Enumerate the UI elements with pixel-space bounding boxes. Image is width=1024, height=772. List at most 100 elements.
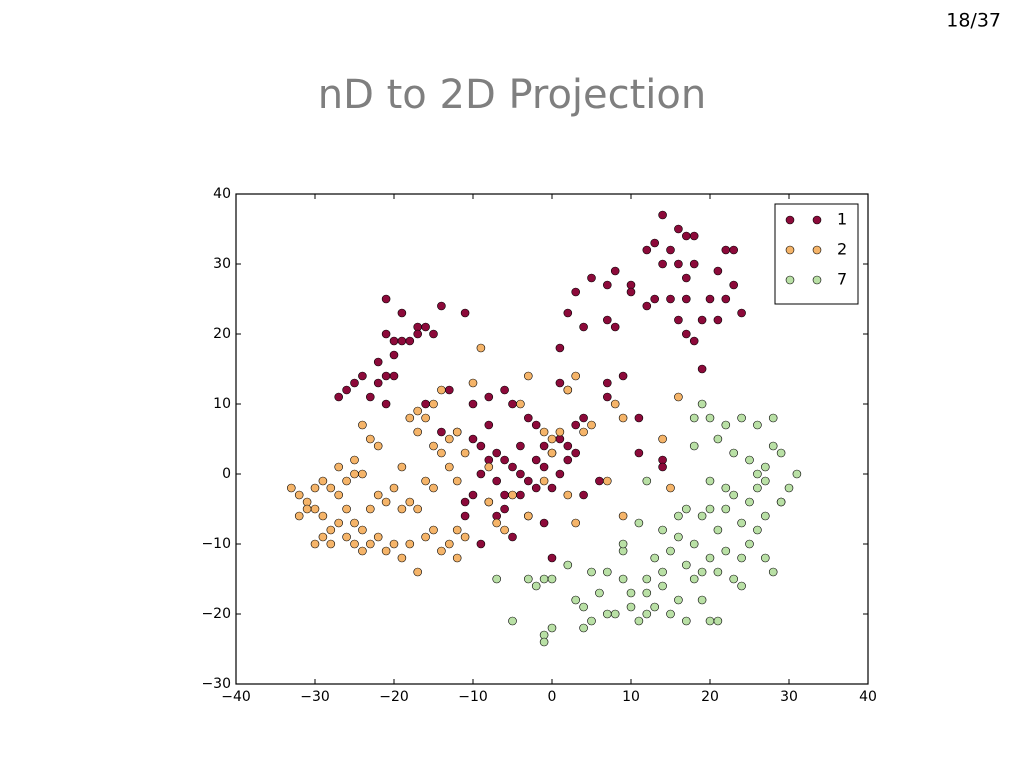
point [579, 322, 588, 332]
point [294, 490, 304, 500]
point [389, 539, 399, 549]
point [658, 210, 667, 220]
point [350, 469, 359, 479]
point [381, 399, 391, 409]
point [713, 616, 723, 626]
point [666, 294, 675, 304]
point [689, 231, 699, 241]
point [650, 238, 660, 248]
point [413, 329, 423, 339]
point [334, 462, 344, 472]
point [508, 490, 517, 500]
point [689, 413, 699, 423]
chart-title: nD to 2D Projection [318, 72, 707, 118]
point [579, 602, 588, 612]
point [523, 574, 533, 584]
point [768, 413, 778, 423]
point [484, 392, 494, 402]
point [579, 490, 588, 500]
point [476, 469, 486, 479]
point [547, 483, 557, 493]
point [373, 490, 383, 500]
point [729, 448, 739, 458]
point [437, 427, 446, 437]
point [745, 497, 754, 507]
point [626, 602, 636, 612]
point [602, 567, 612, 577]
point [634, 413, 644, 423]
point [626, 287, 636, 297]
point [595, 476, 604, 486]
point [523, 371, 533, 381]
point [508, 532, 517, 542]
point [713, 266, 723, 276]
point [768, 567, 778, 577]
point [697, 315, 707, 325]
y-tick-label: 30 [213, 256, 231, 272]
x-tick-label: 40 [859, 689, 877, 705]
legend-label: 1 [837, 210, 847, 229]
y-tick-label: −10 [201, 536, 231, 552]
point [389, 350, 399, 360]
point [381, 329, 391, 339]
point [460, 511, 470, 521]
point [413, 406, 423, 416]
point [658, 567, 667, 577]
point [437, 546, 446, 556]
point [468, 490, 478, 500]
point [350, 378, 359, 388]
point [674, 595, 683, 605]
point [500, 385, 509, 395]
point [705, 616, 715, 626]
point [405, 413, 415, 423]
point [373, 532, 383, 542]
point [358, 371, 367, 381]
point [468, 399, 478, 409]
point [689, 259, 699, 269]
point [784, 483, 794, 493]
point [634, 448, 644, 458]
point [389, 336, 399, 346]
point [634, 616, 644, 626]
point [397, 308, 407, 318]
point [721, 294, 731, 304]
point [760, 511, 770, 521]
legend-marker [785, 275, 795, 285]
point [429, 329, 438, 339]
point [579, 413, 588, 423]
point [697, 399, 707, 409]
point [531, 581, 541, 591]
point [381, 294, 391, 304]
point [405, 497, 415, 507]
point [476, 343, 486, 353]
point [618, 511, 628, 521]
point [571, 595, 581, 605]
point [539, 476, 549, 486]
point [642, 476, 652, 486]
point [658, 434, 667, 444]
point [484, 420, 494, 430]
point [397, 462, 407, 472]
point [674, 224, 683, 234]
point [523, 476, 533, 486]
point [555, 427, 565, 437]
point [705, 476, 715, 486]
point [500, 504, 509, 514]
point [650, 294, 660, 304]
legend-marker [812, 245, 822, 255]
point [729, 280, 739, 290]
point [397, 553, 407, 563]
point [737, 413, 746, 423]
point [460, 308, 470, 318]
point [460, 497, 470, 507]
point [681, 329, 691, 339]
point [516, 490, 525, 500]
point [587, 420, 596, 430]
x-tick-label: 30 [780, 689, 798, 705]
point [358, 546, 367, 556]
point [500, 490, 509, 500]
point [753, 469, 762, 479]
point [658, 259, 667, 269]
point [365, 434, 375, 444]
point [294, 511, 304, 521]
